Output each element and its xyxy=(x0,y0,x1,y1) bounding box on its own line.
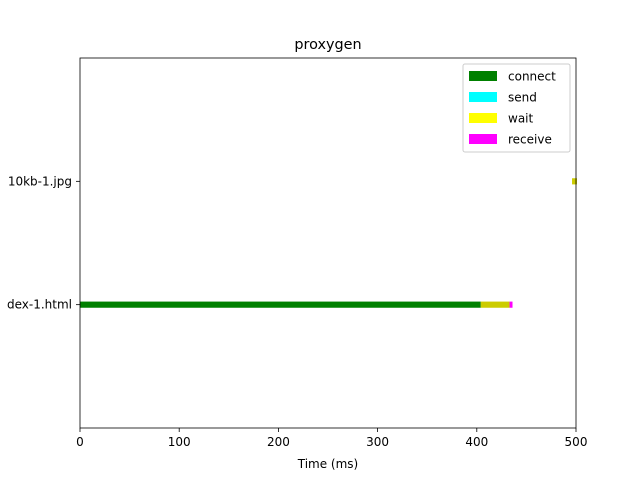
x-tick-label: 400 xyxy=(465,435,488,449)
x-axis-label: Time (ms) xyxy=(297,457,359,471)
x-tick-label: 500 xyxy=(565,435,588,449)
plot-frame xyxy=(79,57,577,429)
y-axis-ticks: dex-1.html 10kb-1.jpg xyxy=(7,174,80,312)
legend-label-receive: receive xyxy=(508,133,552,147)
legend-swatch-connect xyxy=(469,71,497,81)
x-tick-label: 200 xyxy=(267,435,290,449)
bar-receive-1 xyxy=(509,301,513,308)
legend-label-send: send xyxy=(508,91,537,105)
bar-wait-1 xyxy=(480,301,510,308)
x-tick-label: 100 xyxy=(168,435,191,449)
legend: connect send wait receive xyxy=(462,63,571,153)
legend-swatch-send xyxy=(469,92,497,102)
x-axis-ticks: 0 100 200 300 400 500 xyxy=(76,428,587,449)
chart-title: proxygen xyxy=(294,37,361,53)
legend-label-connect: connect xyxy=(508,70,556,84)
bar-connect-1 xyxy=(80,301,481,308)
y-tick-label: 10kb-1.jpg xyxy=(8,174,72,188)
bar-wait-2 xyxy=(572,178,577,185)
y-tick-label: dex-1.html xyxy=(7,298,72,312)
x-tick-label: 0 xyxy=(76,435,84,449)
legend-swatch-wait xyxy=(469,113,497,123)
legend-frame xyxy=(462,63,571,153)
x-tick-label: 300 xyxy=(366,435,389,449)
bar-segments xyxy=(80,178,577,308)
legend-label-wait: wait xyxy=(508,112,534,126)
legend-swatch-receive xyxy=(469,134,497,144)
